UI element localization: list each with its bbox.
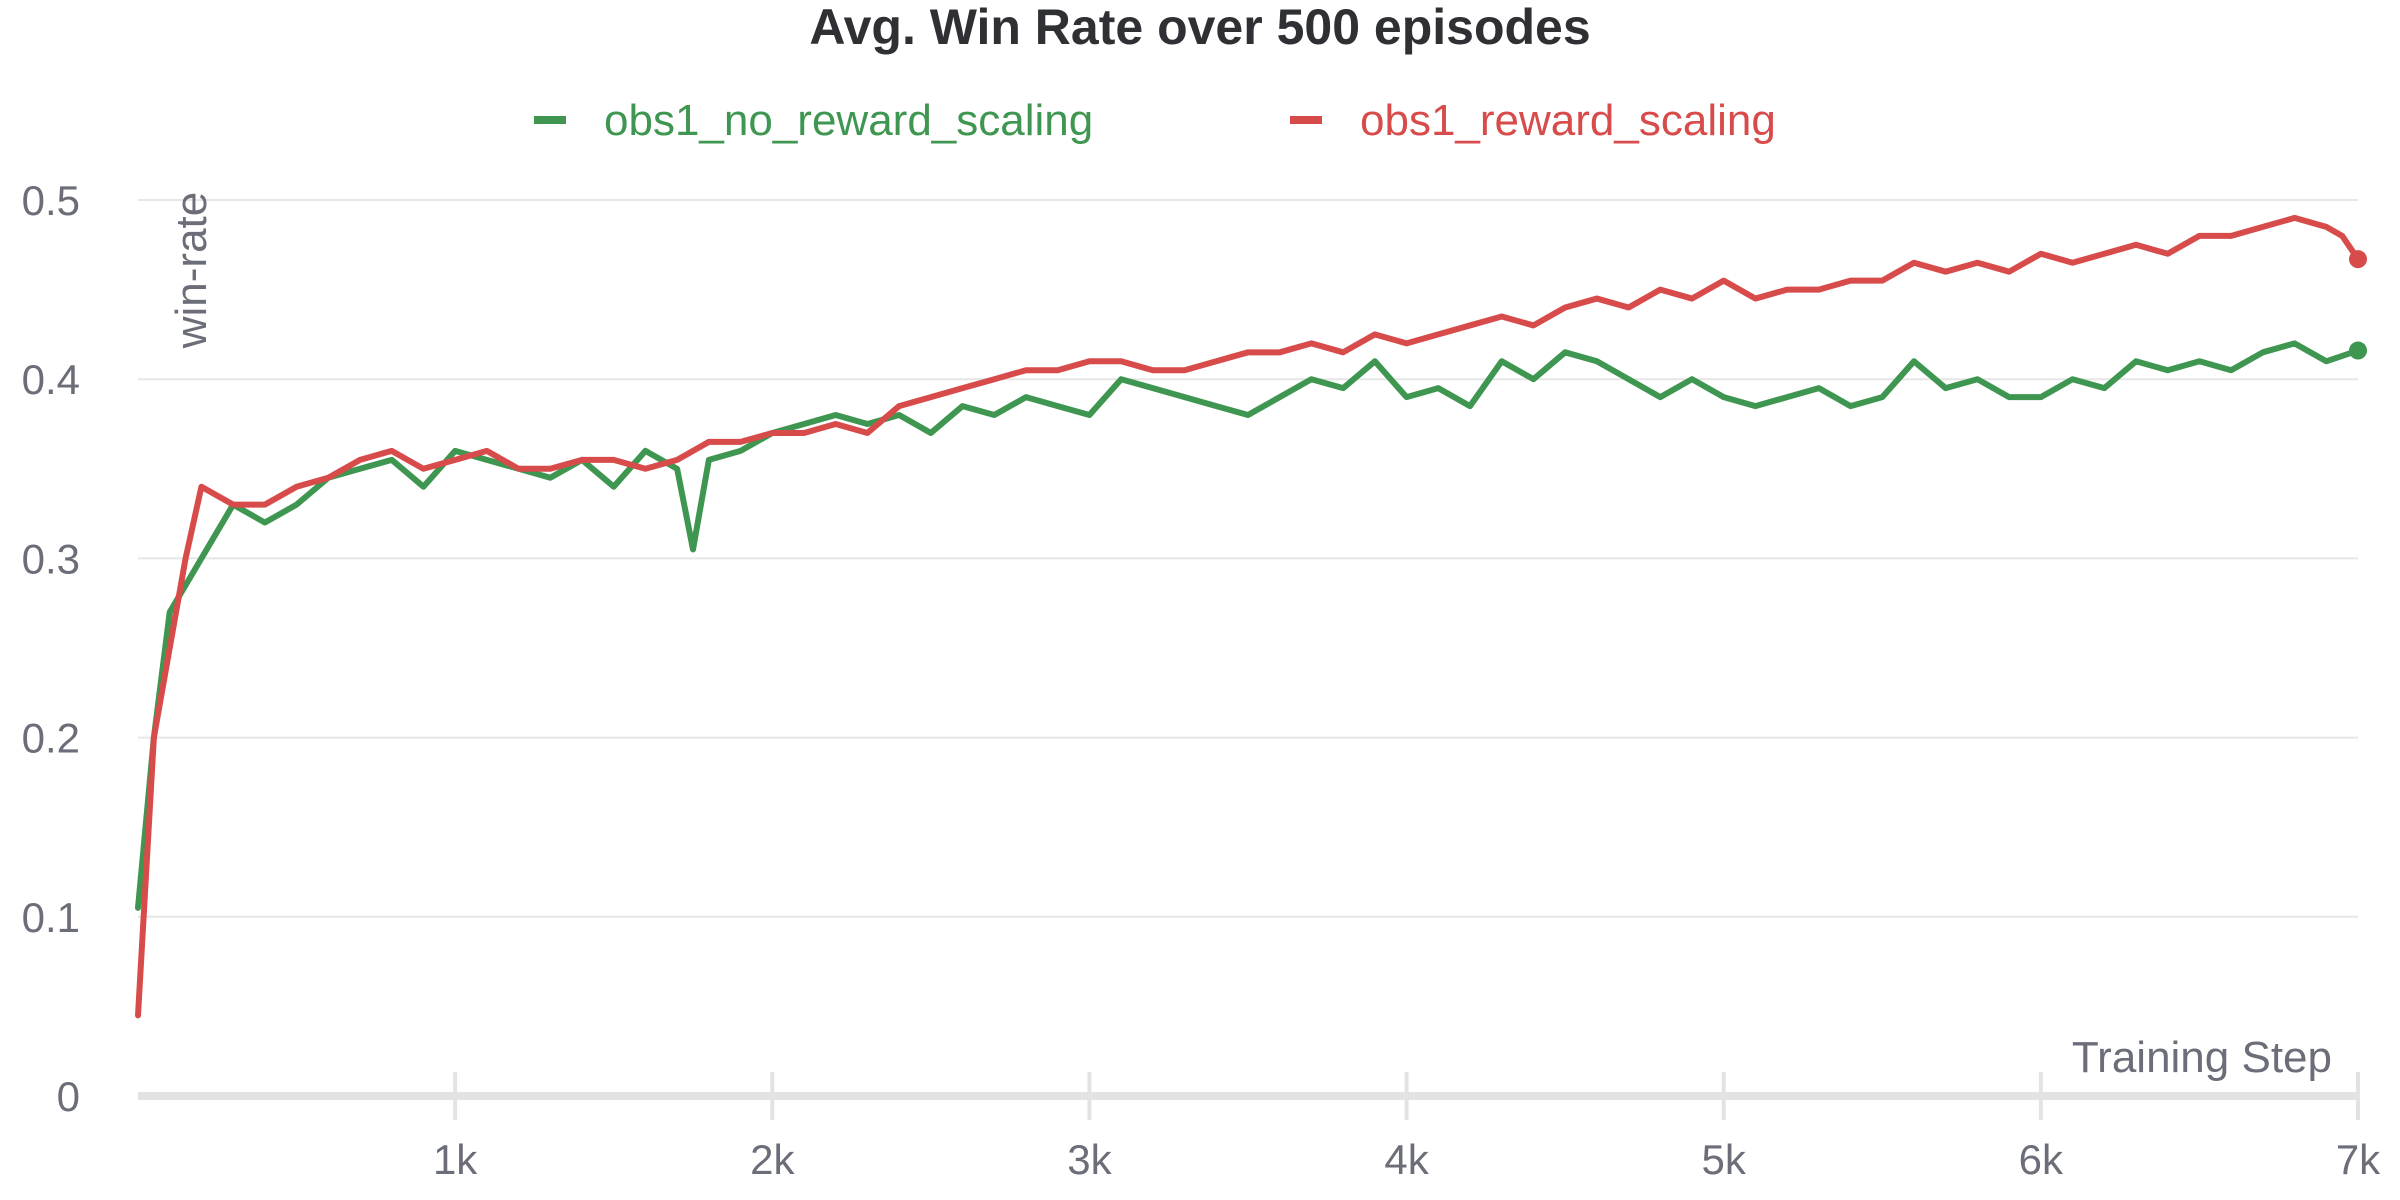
legend-item-no-reward-scaling[interactable]: obs1_no_reward_scaling xyxy=(534,96,1093,145)
x-axis-label: Training Step xyxy=(2072,1033,2332,1082)
x-axis-ticks: 1k 2k 3k 4k 5k 6k 7k xyxy=(433,1072,2381,1183)
y-axis-label: win-rate xyxy=(167,192,216,350)
x-tick-label: 3k xyxy=(1067,1136,1112,1183)
legend-label: obs1_no_reward_scaling xyxy=(604,96,1093,145)
x-tick-label: 7k xyxy=(2336,1136,2381,1183)
y-tick-label: 0.5 xyxy=(22,177,80,224)
y-tick-label: 0.2 xyxy=(22,715,80,762)
x-tick-label: 4k xyxy=(1384,1136,1429,1183)
y-tick-label: 0.1 xyxy=(22,894,80,941)
y-tick-label: 0.4 xyxy=(22,356,80,403)
series-end-point-0 xyxy=(2349,341,2367,360)
x-tick-label: 6k xyxy=(2019,1136,2064,1183)
series-line-0 xyxy=(135,340,2361,911)
legend-item-reward-scaling[interactable]: obs1_reward_scaling xyxy=(1290,96,1776,145)
grid-lines xyxy=(138,199,2358,918)
chart-title: Avg. Win Rate over 500 episodes xyxy=(809,0,1590,55)
series-line-1 xyxy=(135,214,2361,1019)
y-axis-ticks: 0 0.1 0.2 0.3 0.4 0.5 xyxy=(22,177,80,1120)
series-end-point-1 xyxy=(2349,250,2367,269)
legend: obs1_no_reward_scaling obs1_reward_scali… xyxy=(534,96,1776,145)
x-tick-label: 5k xyxy=(1702,1136,1747,1183)
y-tick-label: 0 xyxy=(57,1073,80,1120)
legend-label: obs1_reward_scaling xyxy=(1360,96,1776,145)
series-layer xyxy=(135,214,2367,1019)
x-tick-label: 1k xyxy=(433,1136,478,1183)
x-tick-label: 2k xyxy=(750,1136,795,1183)
y-tick-label: 0.3 xyxy=(22,535,80,582)
